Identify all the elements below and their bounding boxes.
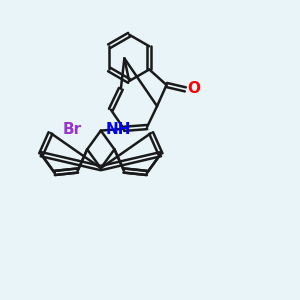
Text: NH: NH <box>105 122 131 136</box>
Text: O: O <box>188 81 200 96</box>
Text: Br: Br <box>62 122 82 136</box>
